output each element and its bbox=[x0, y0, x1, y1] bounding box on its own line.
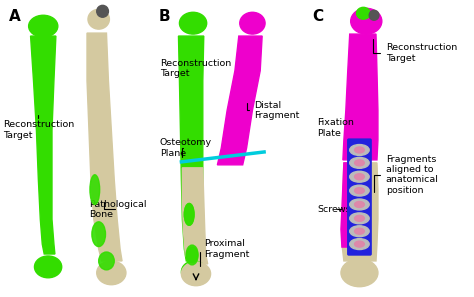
Ellipse shape bbox=[355, 160, 365, 166]
Text: Reconstruction
Target: Reconstruction Target bbox=[160, 56, 231, 78]
Text: Fixation
Plate: Fixation Plate bbox=[318, 119, 355, 145]
Text: A: A bbox=[9, 9, 21, 24]
Ellipse shape bbox=[355, 188, 365, 194]
Ellipse shape bbox=[97, 261, 126, 285]
Ellipse shape bbox=[240, 12, 265, 34]
Polygon shape bbox=[343, 34, 378, 160]
Polygon shape bbox=[87, 33, 122, 261]
Ellipse shape bbox=[186, 245, 198, 263]
Polygon shape bbox=[182, 168, 208, 264]
Ellipse shape bbox=[350, 145, 369, 155]
Text: Reconstruction
Target: Reconstruction Target bbox=[373, 39, 457, 63]
Text: Pathological
Bone: Pathological Bone bbox=[89, 200, 146, 219]
Ellipse shape bbox=[182, 262, 210, 286]
Ellipse shape bbox=[341, 259, 378, 287]
Text: B: B bbox=[159, 9, 171, 24]
Polygon shape bbox=[179, 36, 205, 261]
Ellipse shape bbox=[99, 252, 114, 270]
Ellipse shape bbox=[355, 228, 365, 234]
Text: Reconstruction
Target: Reconstruction Target bbox=[3, 115, 74, 140]
Ellipse shape bbox=[350, 226, 369, 237]
Text: Proximal
Fragment: Proximal Fragment bbox=[200, 239, 249, 266]
Text: C: C bbox=[313, 9, 324, 24]
Ellipse shape bbox=[88, 9, 109, 29]
Ellipse shape bbox=[355, 174, 365, 180]
Ellipse shape bbox=[90, 175, 100, 204]
Ellipse shape bbox=[28, 15, 58, 37]
FancyBboxPatch shape bbox=[348, 139, 371, 255]
Ellipse shape bbox=[356, 7, 370, 19]
Ellipse shape bbox=[369, 10, 379, 20]
Polygon shape bbox=[342, 163, 378, 261]
Ellipse shape bbox=[350, 185, 369, 196]
Ellipse shape bbox=[350, 157, 369, 168]
Ellipse shape bbox=[97, 5, 109, 17]
Ellipse shape bbox=[182, 261, 207, 283]
Ellipse shape bbox=[184, 203, 194, 225]
Ellipse shape bbox=[186, 247, 198, 265]
Ellipse shape bbox=[92, 222, 106, 247]
Ellipse shape bbox=[350, 199, 369, 210]
Text: Screws: Screws bbox=[318, 205, 351, 214]
Ellipse shape bbox=[355, 201, 365, 207]
Polygon shape bbox=[31, 36, 56, 254]
Ellipse shape bbox=[350, 239, 369, 249]
Ellipse shape bbox=[355, 241, 365, 247]
Text: Fragments
aligned to
anatomical
position: Fragments aligned to anatomical position bbox=[374, 155, 438, 195]
Ellipse shape bbox=[184, 203, 194, 225]
Ellipse shape bbox=[180, 12, 207, 34]
Polygon shape bbox=[341, 163, 368, 247]
Ellipse shape bbox=[350, 213, 369, 224]
Ellipse shape bbox=[351, 8, 382, 34]
Text: Distal
Fragment: Distal Fragment bbox=[246, 101, 300, 120]
Ellipse shape bbox=[350, 171, 369, 182]
Ellipse shape bbox=[355, 215, 365, 221]
Ellipse shape bbox=[355, 147, 365, 153]
Ellipse shape bbox=[35, 256, 62, 278]
Text: Osteotomy
Plane: Osteotomy Plane bbox=[160, 138, 212, 158]
Polygon shape bbox=[218, 36, 262, 165]
